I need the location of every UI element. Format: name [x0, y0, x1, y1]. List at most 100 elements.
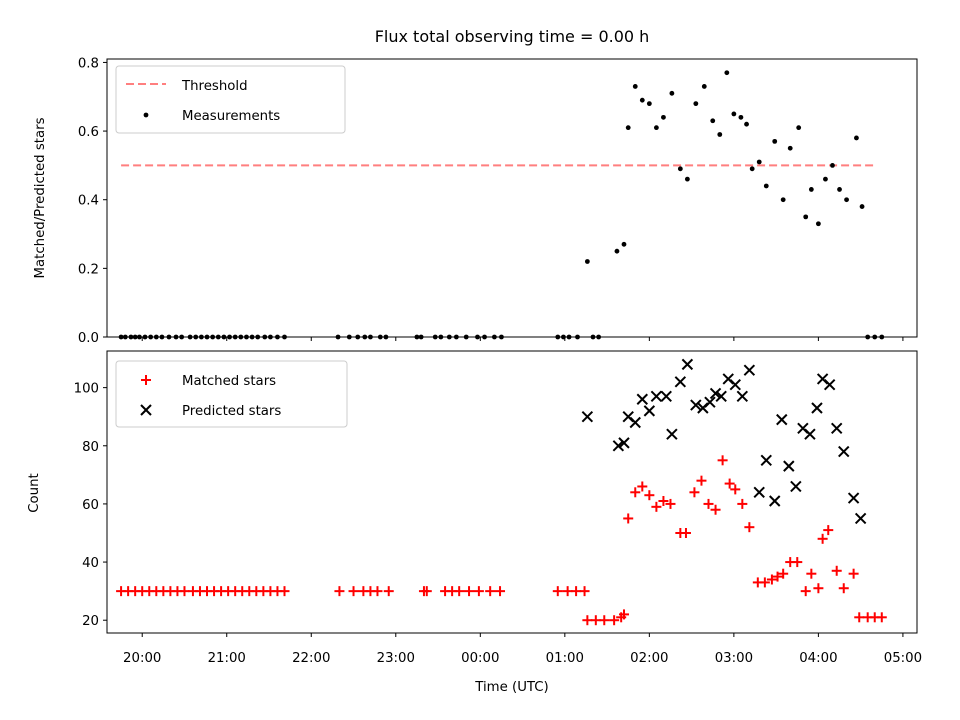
measurement-point	[763, 183, 769, 189]
measurement-point	[796, 125, 802, 131]
matched-star-point	[800, 586, 811, 597]
matched-star-point	[562, 586, 573, 597]
y-tick-label: 40	[82, 556, 99, 571]
y-tick-layer-bottom: 20 40 60 80 100	[74, 382, 107, 629]
measurement-point	[837, 187, 842, 192]
matched-star-point	[590, 615, 601, 626]
measurement-point	[639, 97, 645, 103]
measurement-point	[625, 125, 631, 131]
predicted-star-point	[811, 402, 823, 414]
matched-star-point	[696, 475, 707, 486]
matched-star-point	[179, 586, 190, 597]
measurement-point	[844, 197, 849, 203]
matched-star-point	[710, 504, 721, 515]
predicted-star-point	[830, 422, 843, 435]
top-axes: Flux total observing time = 0.00 h Match…	[33, 27, 918, 346]
measurement-point	[744, 121, 749, 127]
predicted-star-point	[660, 390, 672, 403]
measurement-point	[803, 214, 809, 220]
predicted-star-point	[760, 454, 772, 467]
measurement-point	[738, 114, 744, 120]
matched-star-point	[651, 501, 662, 512]
predicted-star-point	[776, 413, 788, 426]
top-legend-box	[115, 65, 346, 134]
measurement-point	[693, 101, 699, 107]
bottom-legend: Matched stars Predicted stars	[115, 360, 348, 428]
legend-measurements-label: Measurements	[182, 109, 280, 124]
y-axis-label-count: Count	[27, 473, 42, 513]
predicted-star-point	[629, 416, 641, 429]
bottom-axes-frame	[106, 350, 918, 634]
predicted-star-point	[636, 393, 649, 405]
x-tick-layer-bottom: 20:00 21:00 22:00 23:00 00:00 01:00 02:00 03:00…	[123, 633, 922, 666]
predicted-star-point	[854, 512, 867, 525]
matched-star-point	[454, 586, 465, 597]
matched-star-point	[473, 586, 484, 597]
matched-star-point	[644, 490, 655, 501]
matched-star-point	[848, 568, 859, 579]
matched-star-point	[730, 484, 741, 495]
measurement-point	[677, 166, 683, 172]
y-tick-label: 20	[82, 614, 99, 629]
legend-matched-label: Matched stars	[182, 374, 276, 389]
matched-star-point	[495, 586, 506, 597]
measurement-point	[701, 84, 707, 89]
matched-star-point	[766, 574, 777, 585]
matched-star-point	[623, 513, 634, 524]
matched-star-point	[421, 586, 432, 597]
x-tick-label: 05:00	[884, 651, 922, 666]
x-tick-label: 02:00	[630, 651, 668, 666]
predicted-star-point	[650, 390, 663, 403]
matched-star-point	[806, 568, 817, 579]
predicted-star-point	[736, 390, 749, 403]
matched-star-point	[279, 586, 290, 597]
matched-star-point	[703, 498, 714, 509]
matched-star-point	[737, 498, 748, 509]
count-points-layer	[116, 358, 887, 626]
matched-star-point	[665, 498, 676, 509]
predicted-star-point	[790, 480, 802, 493]
x-tick-label: 01:00	[546, 651, 584, 666]
y-tick-label: 0.4	[78, 194, 99, 209]
matched-star-point	[485, 586, 496, 597]
matched-star-point	[831, 565, 842, 576]
predicted-star-point	[643, 405, 656, 417]
matched-star-point	[571, 586, 582, 597]
predicted-star-point	[783, 460, 795, 472]
measurement-point	[830, 162, 835, 168]
predicted-star-point	[715, 390, 727, 403]
matched-star-point	[744, 522, 755, 533]
predicted-star-point	[581, 410, 594, 423]
x-tick-label: 00:00	[461, 651, 499, 666]
measurement-point	[710, 118, 716, 124]
legend-predicted-swatch	[140, 404, 152, 416]
matched-star-point	[618, 609, 629, 620]
measurement-point	[621, 241, 627, 247]
x-tick-label: 04:00	[799, 651, 837, 666]
predicted-star-point	[674, 376, 687, 388]
predicted-star-point	[690, 399, 702, 411]
x-tick-label: 23:00	[377, 651, 415, 666]
measurement-point	[614, 248, 620, 254]
y-tick-label: 0.0	[78, 331, 99, 346]
predicted-star-point	[823, 379, 836, 391]
predicted-star-point	[612, 440, 625, 452]
x-tick-label: 03:00	[715, 651, 753, 666]
matched-star-point	[609, 615, 620, 626]
measurement-point	[854, 135, 859, 141]
matched-star-point	[637, 481, 648, 492]
measurement-point	[815, 221, 821, 227]
x-tick-label: 21:00	[208, 651, 246, 666]
top-legend: Threshold Measurements	[115, 65, 346, 134]
matched-star-point	[552, 586, 563, 597]
y-tick-label: 0.2	[78, 262, 99, 277]
chart-title: Flux total observing time = 0.00 h	[375, 27, 650, 46]
y-tick-label: 60	[82, 498, 99, 513]
matched-star-point	[724, 478, 735, 489]
y-tick-layer-top: 0.0 0.2 0.4 0.6 0.8	[78, 56, 107, 346]
x-tick-label: 20:00	[123, 651, 161, 666]
measurement-point	[772, 138, 778, 144]
top-axes-frame	[106, 58, 918, 338]
